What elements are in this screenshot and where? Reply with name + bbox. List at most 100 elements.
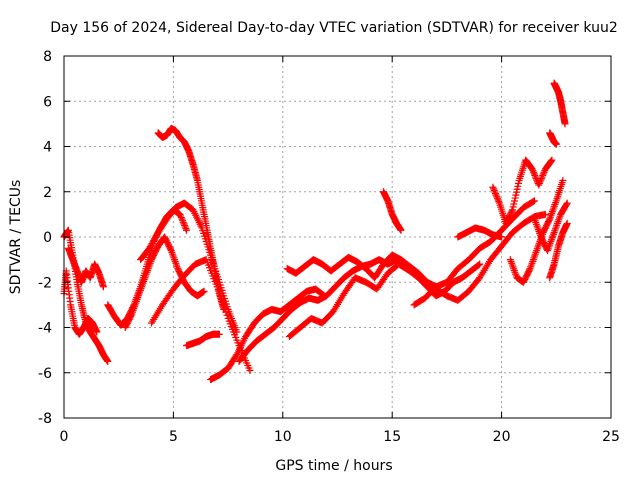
y-tick-label: 2	[43, 185, 52, 201]
series-track-9	[183, 330, 223, 350]
data-point	[104, 357, 112, 365]
data-point	[216, 292, 224, 300]
data-point	[99, 283, 107, 291]
data-point	[200, 287, 208, 295]
y-tick-label: 8	[43, 49, 52, 65]
series-track-11	[235, 256, 409, 365]
series-track-17	[432, 210, 549, 304]
data-point	[563, 200, 571, 208]
data-point	[494, 196, 502, 204]
data-point	[490, 185, 498, 193]
y-tick-label: -2	[38, 275, 52, 291]
data-point	[176, 210, 184, 218]
data-point	[539, 171, 547, 179]
data-point	[492, 191, 500, 199]
data-point	[529, 167, 537, 175]
series-track-14	[379, 188, 405, 234]
data-point	[183, 226, 191, 234]
data-point	[167, 245, 175, 253]
data-point	[530, 197, 538, 205]
data-point	[181, 223, 189, 231]
data-point	[219, 299, 227, 307]
data-point	[179, 218, 187, 226]
data-point	[490, 186, 498, 194]
series-track-23	[546, 129, 560, 148]
data-point	[181, 221, 189, 229]
data-point	[180, 220, 188, 228]
data-point	[508, 207, 516, 215]
data-point	[539, 170, 547, 178]
data-point	[182, 225, 190, 233]
data-point	[178, 215, 186, 223]
data-point	[559, 176, 567, 184]
data-point	[511, 194, 519, 202]
data-point	[215, 289, 223, 297]
data-point	[475, 261, 483, 269]
data-point	[552, 140, 560, 148]
series-track-10	[207, 285, 328, 384]
data-point	[535, 179, 543, 187]
data-point	[548, 156, 556, 164]
data-point	[532, 173, 540, 181]
data-point	[509, 203, 517, 211]
data-point	[525, 266, 533, 274]
data-point	[537, 175, 545, 183]
x-tick-label: 15	[383, 429, 401, 445]
data-point	[528, 165, 536, 173]
data-point	[489, 183, 497, 191]
x-tick-label: 25	[602, 429, 620, 445]
data-point	[221, 305, 229, 313]
data-point	[538, 173, 546, 181]
series-track-3	[64, 244, 107, 291]
series-track-24	[546, 219, 571, 282]
chart-title: Day 156 of 2024, Sidereal Day-to-day VTE…	[50, 20, 618, 36]
data-point	[177, 212, 185, 220]
data-point	[537, 176, 545, 184]
data-point	[563, 199, 571, 207]
y-tick-label: -6	[38, 366, 52, 382]
data-point	[498, 233, 506, 241]
x-axis-label: GPS time / hours	[275, 458, 392, 474]
data-point	[541, 210, 549, 218]
data-point	[509, 206, 517, 214]
series-track-21	[530, 199, 571, 255]
data-point	[214, 286, 222, 294]
x-tick-label: 20	[493, 429, 511, 445]
data-point	[476, 260, 484, 268]
data-point	[397, 226, 405, 234]
data-point	[512, 191, 520, 199]
x-tick-label: 5	[169, 429, 178, 445]
data-point	[540, 168, 548, 176]
data-point	[530, 170, 538, 178]
x-tick-label: 0	[60, 429, 69, 445]
series-track-8	[148, 256, 254, 374]
y-tick-label: 0	[43, 230, 52, 246]
data-point	[215, 330, 223, 338]
data-point	[493, 194, 501, 202]
y-tick-label: -4	[38, 321, 52, 337]
data-point	[530, 168, 538, 176]
y-tick-label: 4	[43, 140, 52, 156]
data-point	[177, 214, 185, 222]
data-point	[535, 181, 543, 189]
data-point	[547, 157, 555, 165]
series-track-12	[285, 260, 414, 341]
data-point	[218, 295, 226, 303]
y-tick-label: 6	[43, 94, 52, 110]
data-point	[127, 311, 135, 319]
data-point	[246, 366, 254, 374]
data-point	[561, 120, 569, 128]
data-point	[223, 311, 231, 319]
data-point	[213, 283, 221, 291]
data-point	[510, 200, 518, 208]
y-tick-labels: 8 6 4 2 0 -2 -4 -6 -8	[38, 49, 52, 427]
series-track-22	[550, 79, 569, 128]
series-track-13	[283, 251, 440, 291]
data-point	[491, 188, 499, 196]
data-point	[514, 179, 522, 187]
data-point	[512, 188, 520, 196]
x-tick-labels: 0 5 10 15 20 25	[60, 429, 620, 445]
axis-ticks	[63, 55, 612, 419]
plot-frame	[63, 55, 612, 419]
